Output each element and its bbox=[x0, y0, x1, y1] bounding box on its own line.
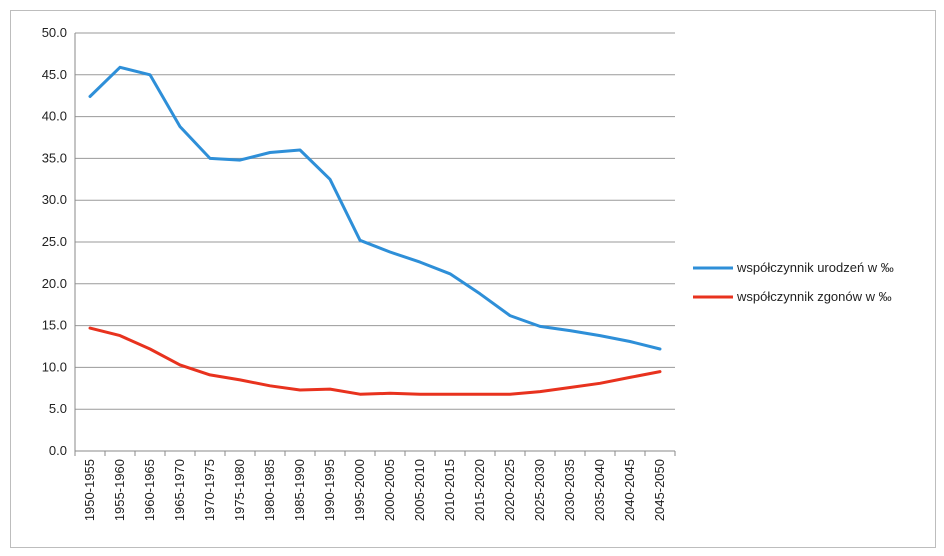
series-line-1 bbox=[88, 65, 662, 351]
line-chart: 0.0 5.0 10.0 15.0 20.0 25.0 30.0 35.0 40.0 45.0 50… bbox=[42, 25, 894, 521]
series-lines bbox=[88, 65, 662, 396]
x-tick-label: 2000-2005 bbox=[382, 459, 397, 521]
legend-label-1: współczynnik urodzeń w ‰ bbox=[736, 260, 894, 275]
y-tick-label: 45.0 bbox=[42, 67, 67, 82]
x-tick-label: 2010-2015 bbox=[442, 459, 457, 521]
x-tick-label: 2030-2035 bbox=[562, 459, 577, 521]
x-tick-label: 2040-2045 bbox=[622, 459, 637, 521]
y-tick-label: 35.0 bbox=[42, 150, 67, 165]
gridlines bbox=[75, 32, 675, 410]
legend: współczynnik urodzeń w ‰ współczynnik zgo… bbox=[693, 260, 894, 304]
y-tick-label: 30.0 bbox=[42, 192, 67, 207]
y-tick-label: 15.0 bbox=[42, 318, 67, 333]
x-tick-label: 1970-1975 bbox=[202, 459, 217, 521]
x-tick-label: 2005-2010 bbox=[412, 459, 427, 521]
x-tick-label: 1965-1970 bbox=[172, 459, 187, 521]
x-tick-label: 1995-2000 bbox=[352, 459, 367, 521]
x-tick-label: 1975-1980 bbox=[232, 459, 247, 521]
x-tick-label: 1985-1990 bbox=[292, 459, 307, 521]
x-tick-labels: 1950-1955 1955-1960 1960-1965 1965-1970 1970… bbox=[82, 459, 667, 521]
y-tick-label: 40.0 bbox=[42, 109, 67, 124]
x-tick-label: 1990-1995 bbox=[322, 459, 337, 521]
y-tick-label: 0.0 bbox=[49, 443, 67, 458]
x-tick-label: 1950-1955 bbox=[82, 459, 97, 521]
y-tick-label: 20.0 bbox=[42, 276, 67, 291]
x-tick-label: 2020-2025 bbox=[502, 459, 517, 521]
y-tick-label: 10.0 bbox=[42, 359, 67, 374]
x-tick-label: 1980-1985 bbox=[262, 459, 277, 521]
x-tick-label: 2035-2040 bbox=[592, 459, 607, 521]
axes bbox=[74, 33, 676, 456]
x-tick-label: 2045-2050 bbox=[652, 459, 667, 521]
x-tick-label: 1955-1960 bbox=[112, 459, 127, 521]
x-tick-label: 2015-2020 bbox=[472, 459, 487, 521]
y-tick-label: 5.0 bbox=[49, 401, 67, 416]
y-tick-labels: 0.0 5.0 10.0 15.0 20.0 25.0 30.0 35.0 40.0 45.0 50… bbox=[42, 25, 67, 458]
legend-label-2: współczynnik zgonów w ‰ bbox=[736, 289, 892, 304]
series-line-2 bbox=[88, 326, 662, 396]
x-tick-label: 1960-1965 bbox=[142, 459, 157, 521]
chart-frame: 0.0 5.0 10.0 15.0 20.0 25.0 30.0 35.0 40.0 45.0 50… bbox=[10, 10, 936, 548]
y-tick-label: 50.0 bbox=[42, 25, 67, 40]
y-tick-label: 25.0 bbox=[42, 234, 67, 249]
x-tick-label: 2025-2030 bbox=[532, 459, 547, 521]
